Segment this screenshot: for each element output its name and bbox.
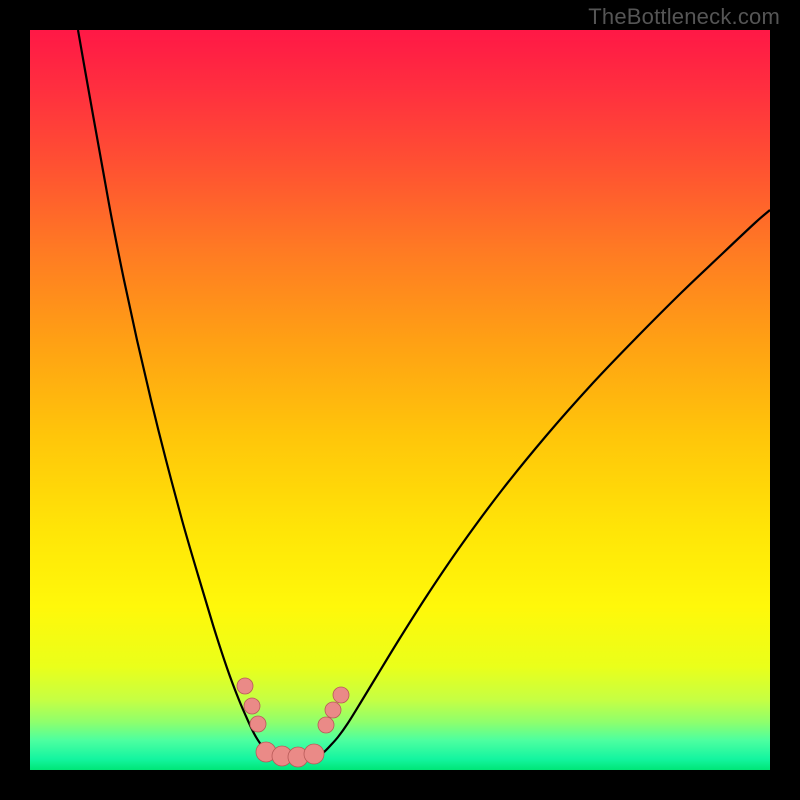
gradient-background bbox=[30, 30, 770, 770]
data-marker bbox=[304, 744, 324, 764]
plot-area bbox=[30, 30, 770, 770]
data-marker bbox=[244, 698, 260, 714]
gradient-plot-svg bbox=[30, 30, 770, 770]
data-marker bbox=[333, 687, 349, 703]
data-marker bbox=[237, 678, 253, 694]
data-marker bbox=[250, 716, 266, 732]
watermark-text: TheBottleneck.com bbox=[588, 4, 780, 30]
data-marker bbox=[325, 702, 341, 718]
data-marker bbox=[318, 717, 334, 733]
